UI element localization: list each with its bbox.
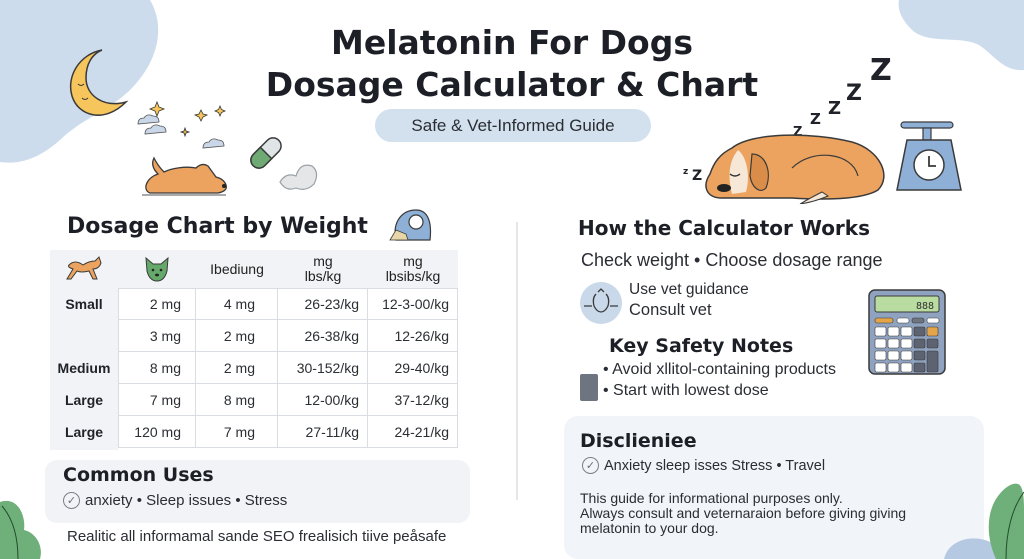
blue-blob-top-right: [898, 0, 1024, 71]
pill-capsule-icon: [250, 137, 282, 169]
column-header-label: mg: [403, 253, 423, 269]
disclaimer-line: This guide for informational purposes on…: [580, 490, 843, 506]
table-cell: 8 mg: [118, 352, 196, 384]
subtitle-badge: Safe & Vet-Informed Guide: [375, 109, 651, 142]
table-row: Large 120 mg 7 mg 27-11/kg 24-21/kg: [50, 416, 458, 448]
column-header-label: Ibediung: [210, 260, 264, 277]
disclaimer-uses-text: Anxiety sleep isses Stress • Travel: [604, 457, 826, 474]
svg-text:Z: Z: [692, 168, 702, 184]
stethoscope-icon: [580, 282, 622, 324]
table-row: 3 mg 2 mg 26-38/kg 12-26/kg: [50, 320, 458, 352]
table-cell: 2 mg: [196, 320, 278, 352]
calculator-display: 888: [916, 301, 934, 312]
table-cell: 26-23/kg: [278, 288, 368, 320]
row-label-column: [50, 288, 118, 450]
row-label: Small: [65, 296, 103, 312]
disclaimer-title: Disclieniee: [580, 430, 697, 452]
row-label: Medium: [57, 360, 111, 376]
dosage-chart-title: Dosage Chart by Weight: [67, 214, 368, 239]
table-cell: 7 mg: [196, 416, 278, 448]
disclaimer-text: This guide for informational purposes on…: [580, 491, 970, 536]
table-grid: [118, 288, 458, 448]
table-cell: 2 mg: [118, 288, 196, 320]
safety-notes-title: Key Safety Notes: [609, 335, 794, 357]
row-label: Large: [64, 392, 104, 408]
svg-text:Z: Z: [828, 98, 841, 119]
blue-blob-bottom-right: [944, 538, 1004, 559]
title-line-2: Dosage Calculator & Chart: [265, 65, 759, 104]
how-it-works-title: How the Calculator Works: [578, 216, 871, 240]
svg-text:z: z: [683, 167, 688, 177]
title-line-1: Melatonin For Dogs: [330, 23, 693, 62]
zzz-icon: Z Z Z Z Z z Z: [683, 53, 892, 184]
table-cell: 30-152/kg: [278, 352, 368, 384]
leaf-plant-icon: [0, 500, 41, 559]
row-label: Large: [64, 424, 104, 440]
common-uses-title: Common Uses: [63, 464, 214, 486]
table-row: Large 7 mg 8 mg 12-00/kg 37-12/kg: [50, 384, 458, 416]
common-uses-items: anxiety • Sleep issues • Stress: [85, 492, 288, 509]
weight-scale-icon: [389, 209, 432, 241]
vet-guidance-text: Use vet guidance: [629, 281, 749, 298]
page-title: Melatonin For Dogs Dosage Calculator & C…: [0, 22, 1024, 106]
table-cell: 26-38/kg: [278, 320, 368, 352]
table-cell: 12-26/kg: [368, 320, 458, 352]
stars-clouds-icon: [137, 100, 227, 149]
table-cell: 27-11/kg: [278, 416, 368, 448]
column-header: Ibediung: [196, 250, 278, 288]
svg-text:Z: Z: [870, 53, 892, 88]
dosage-table: Ibediung mg lbs/kg mg lbsibs/kg Small 2 mg…: [50, 250, 458, 450]
table-cell: 7 mg: [118, 384, 196, 416]
column-header-label: mg: [313, 253, 333, 269]
column-header: mg lbs/kg: [278, 250, 368, 288]
table-row: Small 2 mg 4 mg 26-23/kg 12-3-00/kg: [50, 288, 458, 320]
table-cell: 29-40/kg: [368, 352, 458, 384]
running-dog-icon: [50, 250, 118, 288]
consult-vet-text: Consult vet: [629, 301, 712, 319]
moon-icon: [69, 49, 129, 116]
table-cell: 4 mg: [196, 288, 278, 320]
table-cell: 24-21/kg: [368, 416, 458, 448]
disclaimer-line: melatonin to your dog.: [580, 520, 719, 536]
disclaimer-line: Always consult and veternaraion before g…: [580, 505, 907, 521]
table-row: Medium 8 mg 2 mg 30-152/kg 29-40/kg: [50, 352, 458, 384]
column-divider: [516, 222, 518, 500]
table-header: Ibediung mg lbs/kg mg lbsibs/kg: [50, 250, 458, 288]
sleeping-dog-icon: [142, 156, 227, 196]
svg-text:Z: Z: [793, 125, 802, 140]
disclaimer-card: Disclieniee ✓ Anxiety sleep isses Stress…: [564, 416, 984, 559]
table-cell: 3 mg: [118, 320, 196, 352]
table-cell: 12-00/kg: [278, 384, 368, 416]
safety-note: • Avoid xllitol-containing products: [603, 361, 836, 378]
how-it-works-steps: Check weight • Choose dosage range: [581, 250, 883, 270]
svg-text:Z: Z: [810, 110, 821, 128]
small-calculator-icon: [580, 374, 598, 401]
weight-scale-icon: [896, 121, 962, 191]
safety-note: • Start with lowest dose: [603, 382, 769, 399]
check-circle-icon: ✓: [63, 492, 80, 509]
svg-text:Z: Z: [846, 81, 862, 106]
table-cell: 8 mg: [196, 384, 278, 416]
common-uses-card: Common Uses ✓ anxiety • Sleep issues • S…: [45, 460, 470, 523]
dog-face-icon: [118, 250, 196, 288]
check-circle-icon: ✓: [582, 457, 599, 474]
calculator-icon: 888: [868, 289, 946, 375]
column-header-sublabel: lbs/kg: [304, 268, 342, 284]
leaf-plant-icon: [988, 483, 1024, 559]
disclaimer-uses: ✓ Anxiety sleep isses Stress • Travel: [582, 457, 825, 474]
sleeping-beagle-icon: [705, 134, 885, 204]
column-header-sublabel: lbsibs/kg: [385, 268, 441, 284]
table-cell: 37-12/kg: [368, 384, 458, 416]
row-label: [50, 320, 118, 352]
table-cell: 120 mg: [118, 416, 196, 448]
column-header: mg lbsibs/kg: [368, 250, 458, 288]
dog-toy-icon: [279, 164, 318, 190]
footnote-text: Realitic all informamal sande SEO freali…: [67, 528, 447, 545]
table-cell: 12-3-00/kg: [368, 288, 458, 320]
table-cell: 2 mg: [196, 352, 278, 384]
common-uses-list: ✓ anxiety • Sleep issues • Stress: [63, 492, 287, 509]
